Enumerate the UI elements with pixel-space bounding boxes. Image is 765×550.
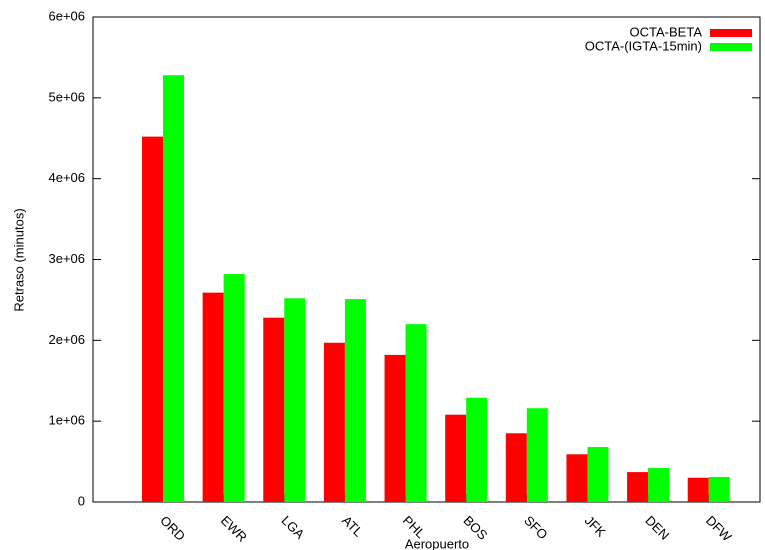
y-tick-label: 6e+06 <box>48 8 85 23</box>
bar <box>587 447 609 502</box>
bar <box>223 274 245 502</box>
bar <box>323 342 345 502</box>
x-tick-label: LGA <box>279 513 308 542</box>
legend-swatch <box>710 43 752 51</box>
x-tick-label: ATL <box>339 513 366 540</box>
y-axis-label: Retraso (minutos) <box>11 208 26 311</box>
y-tick-label: 1e+06 <box>48 413 85 428</box>
bar <box>627 472 649 502</box>
bar <box>687 477 709 502</box>
y-tick-label: 2e+06 <box>48 332 85 347</box>
y-tick-label: 5e+06 <box>48 89 85 104</box>
bar <box>466 397 488 502</box>
x-tick-label: DEN <box>642 513 672 543</box>
x-tick-label: SFO <box>521 513 551 543</box>
bar <box>445 414 467 502</box>
bar <box>263 317 285 502</box>
x-tick-label: ORD <box>157 513 188 544</box>
bar <box>405 324 427 502</box>
legend-swatch <box>710 29 752 37</box>
bar <box>202 292 224 502</box>
legend-label: OCTA-BETA <box>630 24 703 39</box>
bar <box>526 408 548 502</box>
bar <box>566 454 588 502</box>
bar <box>163 75 184 502</box>
x-tick-label: EWR <box>218 513 250 545</box>
x-tick-label: JFK <box>582 513 609 540</box>
bar <box>505 433 527 502</box>
legend-label: OCTA-(IGTA-15min) <box>585 38 702 53</box>
bar <box>648 468 670 502</box>
y-tick-label: 3e+06 <box>48 251 85 266</box>
bar <box>708 476 730 502</box>
bar <box>384 354 406 502</box>
bar <box>142 136 163 502</box>
bar <box>284 298 306 502</box>
x-tick-label: DFW <box>703 513 735 545</box>
bar <box>344 299 366 502</box>
y-tick-label: 4e+06 <box>48 170 85 185</box>
x-axis-label: Aeropuerto <box>405 536 469 550</box>
y-tick-label: 0 <box>78 493 85 508</box>
